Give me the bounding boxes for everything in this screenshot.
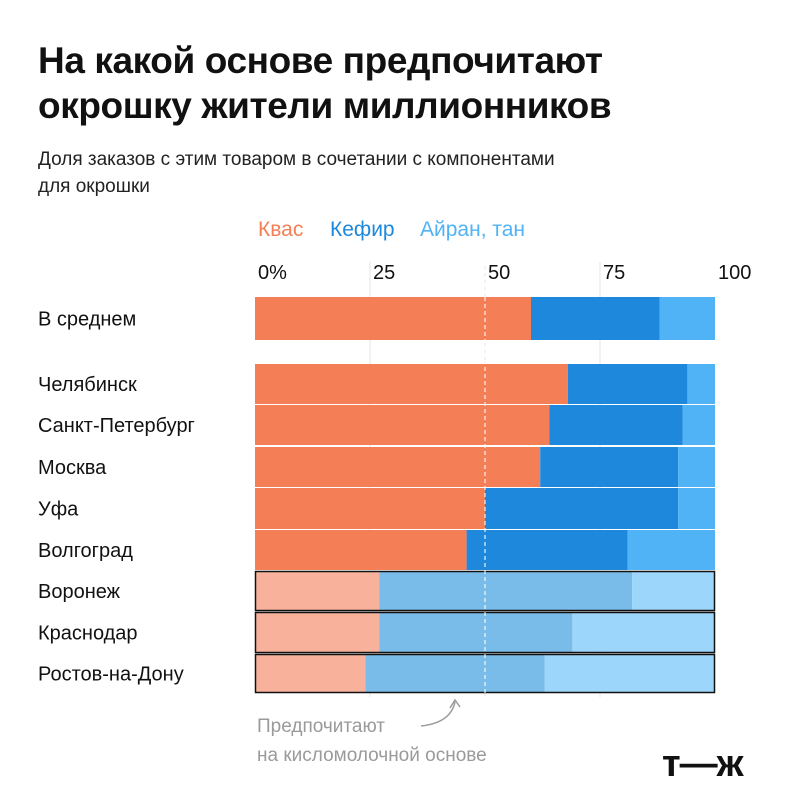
bar-segment <box>365 654 545 693</box>
bar-segment <box>659 297 715 340</box>
legend-item-kvas: Квас <box>258 218 304 241</box>
bar-segment <box>255 297 531 340</box>
bar-segment <box>572 612 715 653</box>
title-line-2: окрошку жители миллионников <box>38 85 612 126</box>
annotation-arrow <box>420 701 456 727</box>
bar-segment <box>255 530 467 570</box>
bar-segment <box>255 612 380 653</box>
bar-segment <box>485 488 679 529</box>
bar-segment <box>567 364 688 404</box>
bar-segment <box>678 447 715 487</box>
title-line-1: На какой основе предпочитают <box>38 40 603 81</box>
category-label: Уфа <box>38 499 79 521</box>
category-label: Ростов-на-Дону <box>38 664 184 686</box>
x-tick-label: 0% <box>258 262 287 284</box>
note-line-1: Предпочитают <box>257 716 385 737</box>
category-label: Волгоград <box>38 540 133 562</box>
category-label: Краснодар <box>38 623 138 645</box>
chart-title: На какой основе предпочитают окрошку жит… <box>38 38 778 128</box>
bar-segment <box>687 364 715 404</box>
bar-segment <box>255 364 568 404</box>
bar-segment <box>682 405 715 445</box>
bar-segment <box>255 405 550 445</box>
bar-segment <box>678 488 715 529</box>
category-label: В среднем <box>38 309 136 331</box>
bar-segment <box>627 530 715 570</box>
subtitle-line-1: Доля заказов с этим товаром в сочетании … <box>38 149 555 170</box>
category-label: Воронеж <box>38 581 121 603</box>
note-line-2: на кисломолочной основе <box>257 745 487 766</box>
bar-segment <box>466 530 628 570</box>
category-label: Санкт-Петербург <box>38 415 195 437</box>
x-tick-label: 100 <box>718 262 751 284</box>
bar-segment <box>544 654 715 693</box>
bar-segment <box>255 654 366 693</box>
bar-segment <box>379 571 633 611</box>
chart-subtitle: Доля заказов с этим товаром в сочетании … <box>38 146 738 200</box>
annotation-arrowhead <box>449 698 461 709</box>
category-label: Челябинск <box>38 374 137 396</box>
x-tick-label: 25 <box>373 262 395 284</box>
category-label: Москва <box>38 457 107 479</box>
subtitle-line-2: для окрошки <box>38 176 150 197</box>
bar-segment <box>255 447 541 487</box>
bar-segment <box>540 447 679 487</box>
bar-segment <box>255 488 485 529</box>
brand-logo: т—ж <box>662 743 744 785</box>
x-tick-label: 75 <box>603 262 625 284</box>
legend-item-ayran: Айран, тан <box>420 218 526 241</box>
annotation-note: Предпочитают на кисломолочной основе <box>257 712 487 770</box>
bar-segment <box>255 571 380 611</box>
bar-segment <box>379 612 573 653</box>
legend-item-kefir: Кефир <box>330 218 395 241</box>
bar-segment <box>531 297 660 340</box>
bar-segment <box>549 405 683 445</box>
x-tick-label: 50 <box>488 262 510 284</box>
bar-segment <box>632 571 715 611</box>
